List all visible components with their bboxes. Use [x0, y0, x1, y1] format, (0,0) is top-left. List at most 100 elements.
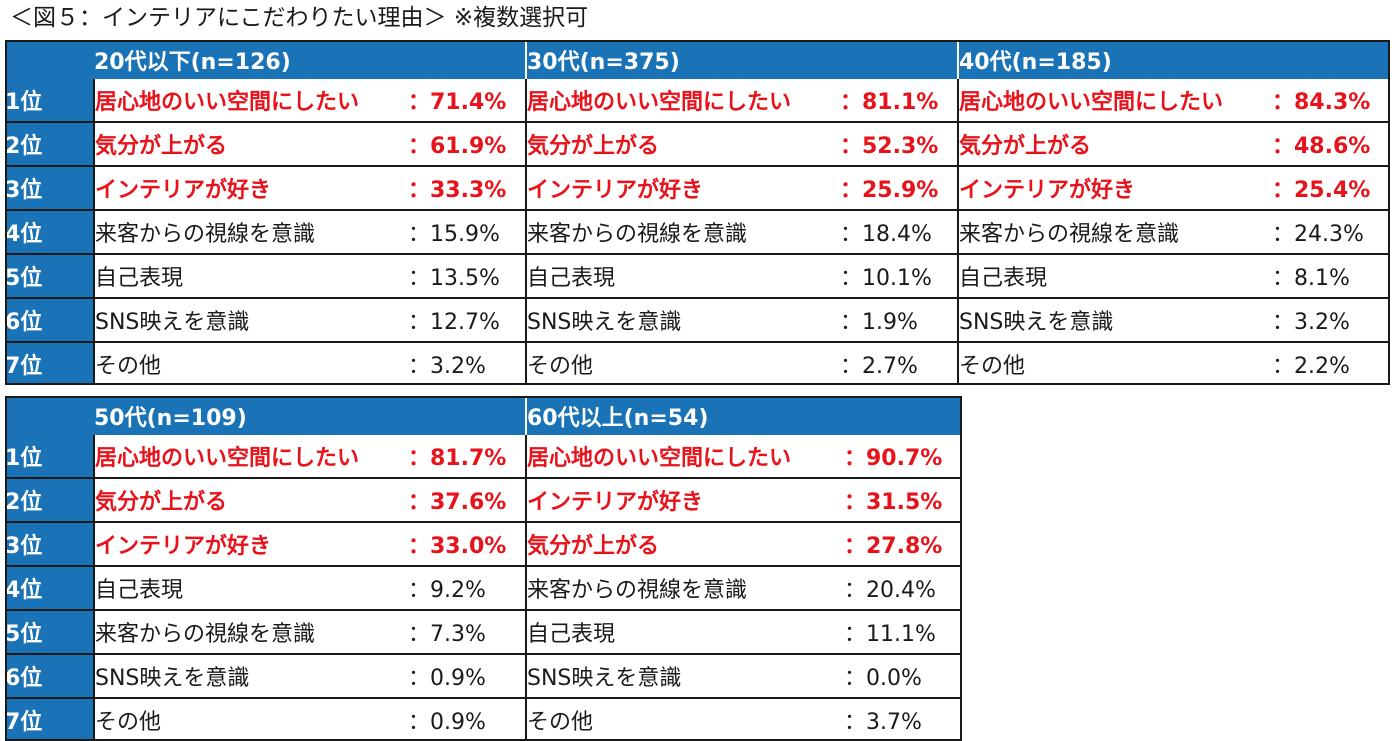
reason-label: 気分が上がる: [93, 122, 408, 167]
reason-label: 気分が上がる: [525, 122, 840, 167]
reason-percentage: ：11.1%: [844, 610, 962, 655]
reason-percentage: ：8.1%: [1272, 254, 1390, 299]
rank-label: 1位: [5, 79, 94, 123]
reason-percentage: ：24.3%: [1272, 210, 1390, 255]
header-row: 20代以下(n=126) 30代(n=375) 40代(n=185): [5, 40, 1390, 79]
reason-label: 気分が上がる: [93, 478, 408, 523]
reason-percentage: ：2.7%: [840, 342, 958, 385]
rank-row: 4位 来客からの視線を意識 ：15.9% 来客からの視線を意識 ：18.4% 来客からの視…: [5, 210, 1390, 255]
reason-label: 来客からの視線を意識: [525, 210, 840, 255]
reason-label: SNS映えを意識: [93, 654, 408, 699]
rank-label: 6位: [5, 298, 94, 343]
rank-row: 1位 居心地のいい空間にしたい ：71.4% 居心地のいい空間にしたい ：81.1% 居心…: [5, 79, 1390, 123]
reason-percentage: ：81.7%: [408, 435, 526, 479]
reason-label: 自己表現: [957, 254, 1272, 299]
reason-percentage: ：48.6%: [1272, 122, 1390, 167]
reason-percentage: ：25.4%: [1272, 166, 1390, 211]
reason-label: 来客からの視線を意識: [957, 210, 1272, 255]
reason-percentage: ：0.9%: [408, 654, 526, 699]
reason-label: 居心地のいい空間にしたい: [525, 79, 840, 123]
rank-row: 2位 気分が上がる ：37.6% インテリアが好き ：31.5%: [5, 478, 962, 523]
age-group-header: 50代(n=109): [94, 396, 526, 435]
rank-label: 7位: [5, 342, 94, 385]
reason-label: その他: [957, 342, 1272, 385]
reason-percentage: ：3.7%: [844, 698, 962, 741]
reason-label: 居心地のいい空間にしたい: [525, 435, 844, 479]
reason-percentage: ：33.3%: [408, 166, 526, 211]
reason-percentage: ：37.6%: [408, 478, 526, 523]
reason-label: 来客からの視線を意識: [93, 610, 408, 655]
rank-row: 6位 SNS映えを意識 ：0.9% SNS映えを意識 ：0.0%: [5, 654, 962, 699]
reason-label: 居心地のいい空間にしたい: [93, 79, 408, 123]
rank-row: 3位 インテリアが好き ：33.0% 気分が上がる ：27.8%: [5, 522, 962, 567]
reason-percentage: ：2.2%: [1272, 342, 1390, 385]
age-group-header: 30代(n=375): [525, 40, 958, 79]
reason-percentage: ：10.1%: [840, 254, 958, 299]
reason-label: インテリアが好き: [525, 478, 844, 523]
reason-label: その他: [525, 698, 844, 741]
rank-row: 5位 来客からの視線を意識 ：7.3% 自己表現 ：11.1%: [5, 610, 962, 655]
header-corner: [5, 396, 94, 435]
reason-percentage: ：33.0%: [408, 522, 526, 567]
reason-label: インテリアが好き: [957, 166, 1272, 211]
reason-label: その他: [93, 342, 408, 385]
header-row: 50代(n=109) 60代以上(n=54): [5, 396, 962, 435]
ranking-table-lower: 50代(n=109) 60代以上(n=54) 1位 居心地のいい空間にしたい ：81.7…: [5, 396, 962, 741]
reason-label: インテリアが好き: [93, 166, 408, 211]
reason-percentage: ：90.7%: [844, 435, 962, 479]
reason-label: 自己表現: [93, 566, 408, 611]
age-group-header: 20代以下(n=126): [94, 40, 526, 79]
reason-percentage: ：31.5%: [844, 478, 962, 523]
rank-label: 4位: [5, 210, 94, 255]
reason-percentage: ：25.9%: [840, 166, 958, 211]
reason-label: 居心地のいい空間にしたい: [93, 435, 408, 479]
reason-percentage: ：13.5%: [408, 254, 526, 299]
reason-percentage: ：1.9%: [840, 298, 958, 343]
reason-percentage: ：12.7%: [408, 298, 526, 343]
rank-row: 4位 自己表現 ：9.2% 来客からの視線を意識 ：20.4%: [5, 566, 962, 611]
rank-label: 1位: [5, 435, 94, 479]
rank-row: 3位 インテリアが好き ：33.3% インテリアが好き ：25.9% インテリアが好き ：2…: [5, 166, 1390, 211]
reason-label: SNS映えを意識: [525, 654, 844, 699]
rank-row: 1位 居心地のいい空間にしたい ：81.7% 居心地のいい空間にしたい ：90.7%: [5, 435, 962, 479]
reason-percentage: ：0.0%: [844, 654, 962, 699]
reason-percentage: ：52.3%: [840, 122, 958, 167]
reason-percentage: ：3.2%: [1272, 298, 1390, 343]
reason-label: 自己表現: [93, 254, 408, 299]
reason-percentage: ：3.2%: [408, 342, 526, 385]
rank-label: 3位: [5, 166, 94, 211]
reason-label: 居心地のいい空間にしたい: [957, 79, 1272, 123]
rank-row: 7位 その他 ：3.2% その他 ：2.7% その他 ：2.2%: [5, 342, 1390, 385]
reason-label: SNS映えを意識: [957, 298, 1272, 343]
rank-label: 6位: [5, 654, 94, 699]
reason-percentage: ：84.3%: [1272, 79, 1390, 123]
rank-row: 2位 気分が上がる ：61.9% 気分が上がる ：52.3% 気分が上がる ：48.6%: [5, 122, 1390, 167]
rank-row: 6位 SNS映えを意識 ：12.7% SNS映えを意識 ：1.9% SNS映えを意識 ：3.…: [5, 298, 1390, 343]
reason-label: 気分が上がる: [525, 522, 844, 567]
header-corner: [5, 40, 94, 79]
reason-label: 自己表現: [525, 254, 840, 299]
reason-percentage: ：9.2%: [408, 566, 526, 611]
figure-caption: ＜図５：インテリアにこだわりたい理由＞ ※複数選択可: [10, 5, 589, 31]
rank-row: 7位 その他 ：0.9% その他 ：3.7%: [5, 698, 962, 741]
reason-percentage: ：7.3%: [408, 610, 526, 655]
rank-label: 2位: [5, 478, 94, 523]
reason-percentage: ：15.9%: [408, 210, 526, 255]
age-group-header: 40代(n=185): [957, 40, 1390, 79]
reason-label: インテリアが好き: [525, 166, 840, 211]
reason-percentage: ：81.1%: [840, 79, 958, 123]
age-group-header: 60代以上(n=54): [525, 396, 962, 435]
reason-percentage: ：71.4%: [408, 79, 526, 123]
rank-label: 4位: [5, 566, 94, 611]
rank-label: 5位: [5, 254, 94, 299]
reason-label: その他: [525, 342, 840, 385]
rank-row: 5位 自己表現 ：13.5% 自己表現 ：10.1% 自己表現 ：8.1%: [5, 254, 1390, 299]
reason-label: その他: [93, 698, 408, 741]
rank-label: 2位: [5, 122, 94, 167]
reason-label: インテリアが好き: [93, 522, 408, 567]
reason-percentage: ：18.4%: [840, 210, 958, 255]
reason-label: 来客からの視線を意識: [525, 566, 844, 611]
rank-label: 3位: [5, 522, 94, 567]
reason-percentage: ：61.9%: [408, 122, 526, 167]
reason-label: SNS映えを意識: [93, 298, 408, 343]
